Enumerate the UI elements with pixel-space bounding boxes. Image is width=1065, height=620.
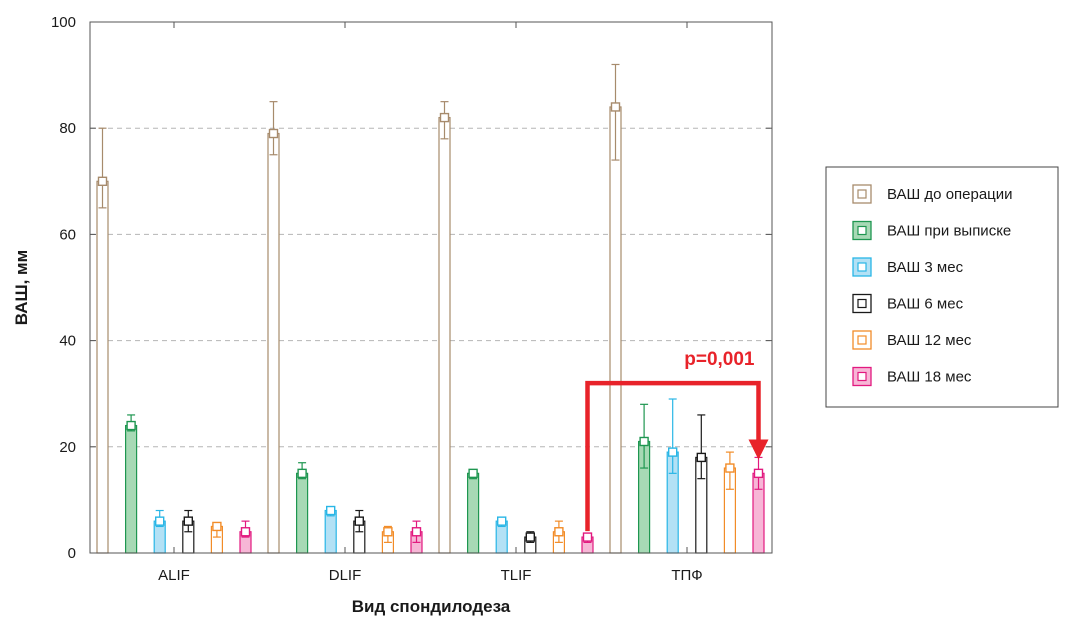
bar-dlif-4 <box>353 509 366 554</box>
x-axis-title: Вид спондилодеза <box>352 597 511 616</box>
significance-annotation: p=0,001 <box>585 349 769 532</box>
legend: ВАШ до операции ВАШ при выписке ВАШ 3 мес В… <box>825 166 1059 408</box>
bar-alif-2 <box>124 414 138 554</box>
bar-tlif-5 <box>552 520 566 554</box>
mean-marker <box>268 128 279 139</box>
error-bar <box>98 127 107 209</box>
error-bar <box>611 63 620 161</box>
legend-label: ВАШ 12 мес <box>887 332 972 349</box>
bar-dlif-6 <box>410 520 423 554</box>
mean-marker <box>497 516 507 526</box>
gridlines <box>90 127 772 448</box>
mean-marker <box>554 527 564 537</box>
error-bar <box>697 414 706 480</box>
bar-alif-6 <box>239 520 252 554</box>
legend-item: ВАШ при выписке <box>852 220 1011 241</box>
mean-marker <box>126 420 136 431</box>
p-value-label: p=0,001 <box>684 349 755 370</box>
bar-тпф-1 <box>609 63 622 554</box>
mean-marker <box>411 527 422 537</box>
mean-marker <box>326 505 336 516</box>
bar-alif-4 <box>182 509 195 554</box>
y-tick-label: 40 <box>59 333 76 350</box>
mean-marker <box>212 521 222 532</box>
mean-marker <box>354 516 364 526</box>
bar-alif-1 <box>96 127 109 554</box>
bar <box>267 132 280 554</box>
mean-marker <box>725 463 735 473</box>
bar-tlif-1 <box>438 101 451 554</box>
mean-marker <box>183 516 194 526</box>
bar <box>124 424 138 554</box>
mean-marker <box>639 436 649 447</box>
mean-marker <box>610 102 621 112</box>
y-tick-label: 100 <box>51 14 76 31</box>
axes: 0 20 40 60 80 100 ALIF DLIF TLIF ТПФ <box>51 14 772 584</box>
bar-alif-3 <box>153 509 166 554</box>
bar-tlif-6 <box>581 532 594 554</box>
mean-marker <box>240 527 251 537</box>
mean-marker <box>668 447 678 457</box>
mean-marker <box>383 527 393 537</box>
legend-label: ВАШ 3 мес <box>887 259 964 276</box>
mean-marker <box>696 452 706 463</box>
bar-тпф-6 <box>752 456 765 554</box>
bar <box>438 116 451 554</box>
legend-item: ВАШ 6 мес <box>852 293 964 314</box>
bar-tlif-4 <box>524 531 537 554</box>
bar-tlif-2 <box>467 468 480 554</box>
error-bar <box>668 398 677 474</box>
bar-тпф-2 <box>637 403 651 554</box>
mean-marker <box>297 468 307 479</box>
mean-marker <box>525 532 535 542</box>
y-tick-label: 0 <box>68 545 76 562</box>
bar-dlif-1 <box>267 101 280 554</box>
x-tick-label: ALIF <box>158 567 190 584</box>
mean-marker <box>582 532 593 542</box>
mean-marker <box>97 176 108 187</box>
error-bar <box>269 101 278 156</box>
legend-label: ВАШ 18 мес <box>887 369 972 386</box>
mean-marker <box>439 112 450 123</box>
legend-item: ВАШ 3 мес <box>852 257 964 277</box>
legend-label: ВАШ 6 мес <box>887 296 964 313</box>
mean-marker <box>154 516 165 526</box>
bar-тпф-3 <box>666 398 679 554</box>
mean-marker <box>753 468 764 479</box>
bar-тпф-4 <box>695 414 708 554</box>
bar <box>296 472 309 554</box>
x-tick-label: DLIF <box>329 567 362 584</box>
y-tick-label: 80 <box>59 120 76 137</box>
bar <box>467 472 480 554</box>
bar <box>609 106 622 554</box>
x-tick-label: ТПФ <box>671 567 702 584</box>
bar-dlif-5 <box>381 525 394 554</box>
bar-tlif-3 <box>495 516 508 554</box>
y-tick-label: 60 <box>59 226 76 243</box>
x-tick-label: TLIF <box>501 567 532 584</box>
bar-тпф-5 <box>723 451 737 554</box>
error-bar <box>640 403 649 469</box>
bar-dlif-3 <box>324 505 337 554</box>
y-tick-label: 20 <box>59 439 76 456</box>
bars <box>96 63 765 554</box>
bar <box>96 180 109 554</box>
plot-frame <box>89 21 773 554</box>
bar-dlif-2 <box>296 462 309 554</box>
bar-alif-5 <box>210 521 223 554</box>
legend-label: ВАШ до операции <box>887 186 1013 203</box>
legend-item: ВАШ 12 мес <box>852 330 972 350</box>
bar <box>324 509 337 554</box>
legend-item: ВАШ 18 мес <box>852 366 972 387</box>
y-axis-title: ВАШ, мм <box>12 250 31 325</box>
significance-bracket <box>585 380 769 532</box>
legend-label: ВАШ при выписке <box>887 223 1011 240</box>
legend-item: ВАШ до операции <box>852 184 1013 204</box>
mean-marker <box>468 468 478 479</box>
